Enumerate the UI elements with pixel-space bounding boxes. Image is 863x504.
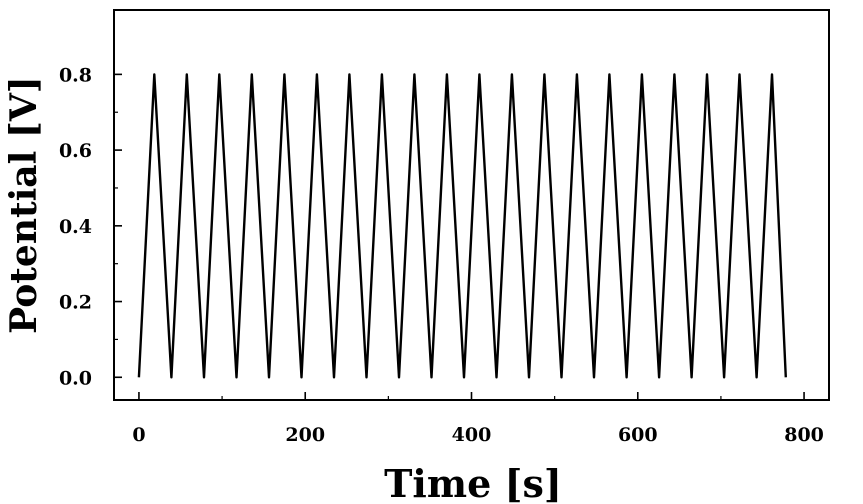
x-tick-label: 0 [132,424,145,446]
x-tick-label: 600 [618,424,658,446]
series-line-0 [137,73,787,379]
y-tick-label: 0.6 [59,140,92,162]
x-tick-label: 200 [285,424,325,446]
y-tick-label: 0.4 [59,216,92,238]
x-tick-label: 400 [452,424,492,446]
y-axis-title: Potential [V] [3,76,45,334]
x-tick-label: 800 [784,424,824,446]
y-tick-label: 0.8 [59,64,92,86]
ticks-layer: 0 200 400 600 800 0.0 0.2 0.4 0.6 0.8 [59,64,824,446]
x-axis-title: Time [s] [384,461,562,504]
data-layer [137,73,787,379]
y-tick-label: 0.0 [59,367,92,389]
y-tick-label: 0.2 [59,292,92,314]
